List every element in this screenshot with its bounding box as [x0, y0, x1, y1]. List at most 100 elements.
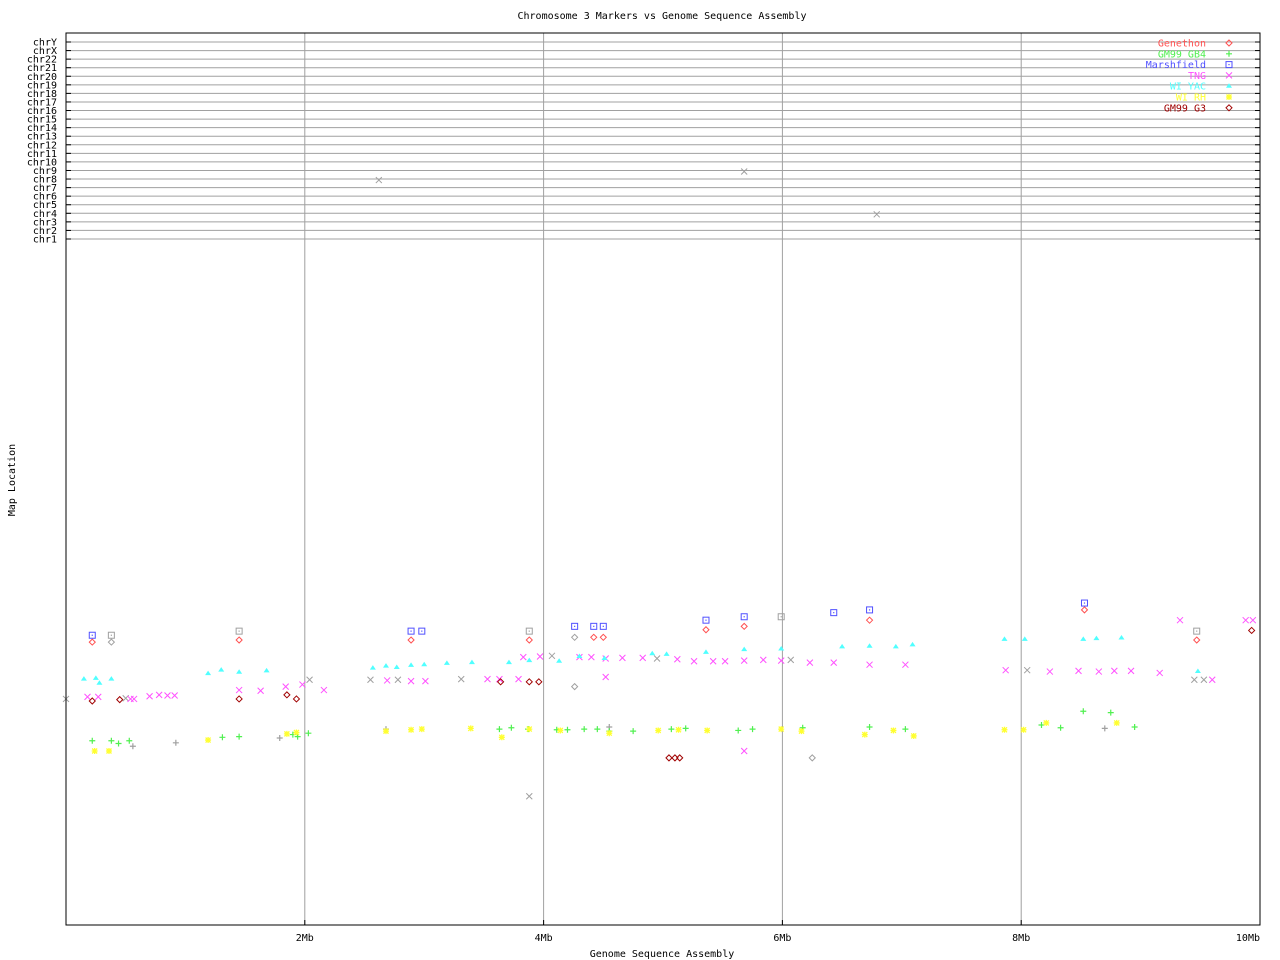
data-point: [602, 673, 610, 681]
data-point-other-chromosome: [873, 210, 881, 218]
data-point: [676, 754, 684, 762]
data-point: [1118, 634, 1125, 640]
data-point-other: [525, 792, 533, 800]
data-point-outer: [407, 627, 415, 635]
data-point-outer: [590, 622, 598, 630]
data-point: [235, 695, 243, 703]
data-point-other-dot: [1196, 630, 1198, 632]
data-point: [1043, 719, 1050, 726]
data-point: [564, 726, 571, 733]
data-point: [418, 726, 425, 733]
data-point: [155, 691, 163, 699]
chart-title: Chromosome 3 Markers vs Genome Sequence …: [518, 11, 807, 22]
series-tng: [62, 168, 1257, 800]
data-point: [407, 677, 415, 685]
y-tick-label: chr19: [27, 80, 57, 91]
data-point-dot: [868, 609, 871, 611]
data-point: [283, 691, 291, 699]
legend-marker: [1226, 94, 1232, 100]
data-point: [508, 724, 515, 731]
data-point: [282, 683, 290, 690]
data-point-other-dot: [780, 616, 782, 618]
data-point: [219, 734, 226, 741]
series-marshfield: [88, 599, 1201, 639]
data-point: [235, 686, 243, 694]
y-tick-label: chr3: [33, 217, 57, 228]
data-point-other: [394, 676, 402, 684]
data-point: [205, 670, 212, 676]
data-point: [1110, 667, 1118, 675]
data-point: [130, 695, 138, 703]
series-wi-rh: [91, 719, 1120, 755]
data-point: [299, 681, 306, 688]
data-point: [740, 613, 748, 621]
legend-label: GM99 G3: [1164, 103, 1206, 114]
data-point-other: [172, 739, 179, 746]
data-point: [675, 726, 682, 733]
data-point: [164, 692, 171, 699]
data-point: [257, 687, 264, 695]
data-point: [526, 657, 533, 663]
data-point: [408, 662, 415, 667]
data-point-other: [306, 676, 313, 684]
data-point: [861, 731, 868, 738]
data-point-other-chromosome: [375, 176, 383, 184]
data-point: [1208, 676, 1216, 684]
data-point-outer: [599, 622, 607, 630]
data-point: [1057, 724, 1064, 731]
legend-marker: [1225, 61, 1233, 69]
data-point: [292, 695, 301, 703]
data-point: [721, 657, 729, 665]
data-point: [422, 677, 429, 685]
data-point: [519, 653, 527, 661]
data-point: [865, 616, 874, 624]
legend-marker: [1225, 104, 1233, 112]
data-point-dot: [593, 625, 595, 627]
data-point: [599, 633, 608, 642]
data-point: [382, 663, 389, 668]
data-point-other: [457, 675, 465, 683]
data-point: [910, 732, 917, 739]
data-point: [576, 653, 583, 658]
legend-label: TNG: [1188, 71, 1206, 82]
data-point-other: [1190, 676, 1198, 684]
data-point: [293, 729, 300, 736]
data-point: [236, 733, 243, 740]
legend-label: WI RH: [1176, 93, 1206, 104]
data-point: [690, 657, 698, 665]
data-point: [84, 693, 91, 701]
data-point: [171, 692, 179, 699]
data-point-other: [1200, 676, 1208, 684]
data-point: [1075, 667, 1082, 675]
data-point: [108, 676, 115, 681]
data-point: [115, 740, 122, 747]
series-genethon: [88, 606, 1201, 646]
series-wi-yac: [80, 634, 1201, 685]
data-point-outer: [418, 627, 426, 635]
data-point: [890, 727, 897, 734]
y-tick-label: chr4: [33, 209, 57, 220]
data-point: [407, 627, 415, 635]
series-gm99-gb4: [89, 708, 1138, 750]
x-tick-label: 6Mb: [773, 933, 791, 944]
data-point: [866, 643, 873, 648]
data-point: [665, 754, 673, 762]
y-tick-label: chr13: [27, 132, 57, 143]
data-point: [105, 748, 112, 755]
data-point: [590, 633, 598, 642]
y-tick-label: chr16: [27, 106, 57, 117]
data-point: [1020, 726, 1027, 733]
data-point: [525, 678, 533, 686]
data-point: [594, 726, 601, 733]
y-tick-label: chr12: [27, 140, 57, 151]
data-point: [830, 659, 838, 666]
data-point: [498, 734, 505, 741]
data-point: [663, 651, 670, 656]
data-point: [759, 656, 767, 664]
y-tick-label: chr11: [27, 149, 57, 160]
data-point: [671, 754, 679, 762]
data-point: [505, 659, 512, 665]
data-point: [1127, 667, 1135, 675]
data-point: [902, 661, 909, 669]
